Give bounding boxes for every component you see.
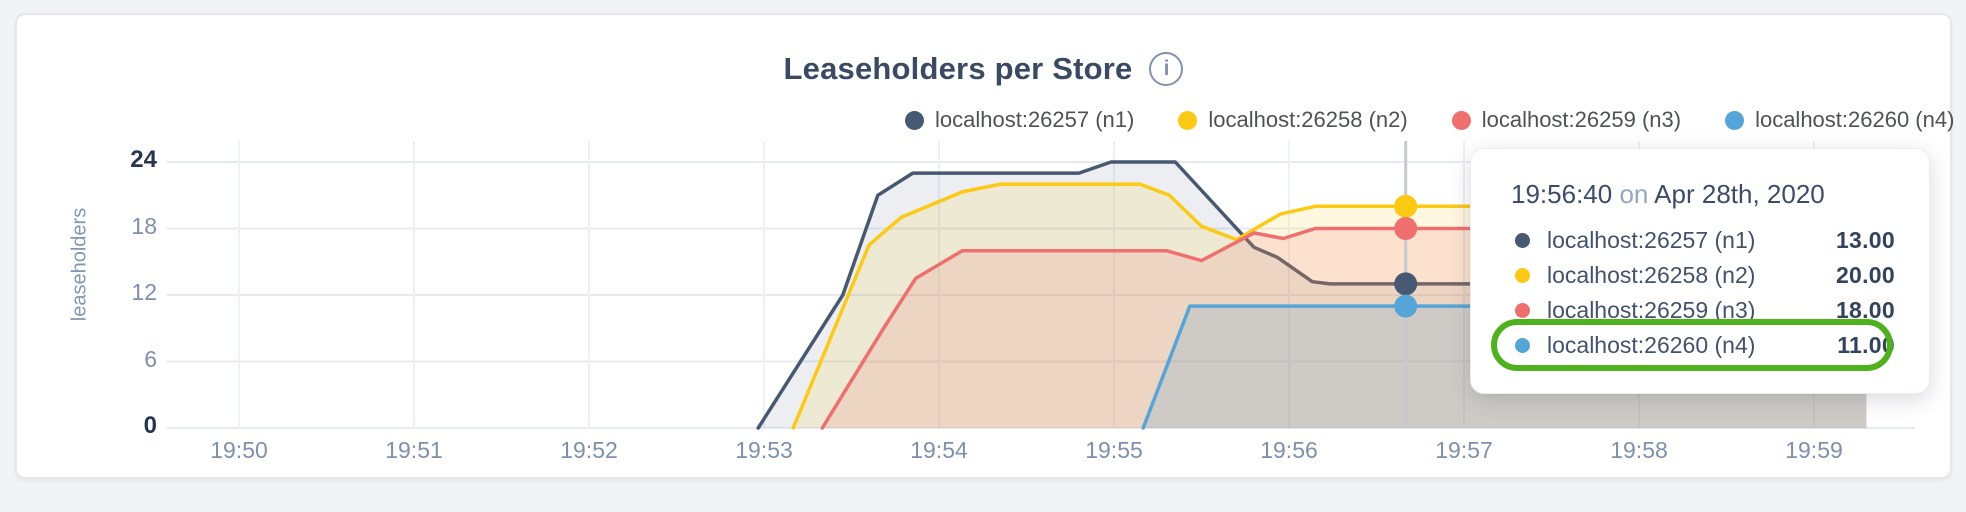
tooltip-row-value: 20.00 [1835, 262, 1895, 288]
tooltip-time: 19:56:40 [1511, 179, 1613, 209]
x-tick-1950: 19:50 [210, 437, 268, 463]
tooltip-on-word: on [1619, 179, 1649, 209]
legend-label-n4: localhost:26260 (n4) [1755, 107, 1955, 132]
y-axis-label: leaseholders [68, 207, 91, 322]
legend-dot-n4-icon [1725, 110, 1745, 130]
tooltip-timestamp: 19:56:40 on Apr 28th, 2020 [1511, 179, 1929, 210]
legend-label-n1: localhost:26257 (n1) [935, 107, 1135, 132]
x-tick-1954: 19:54 [910, 437, 968, 463]
y-tick-24: 24 [130, 146, 157, 173]
series-dot-n3-icon [1515, 303, 1530, 318]
x-tick-1958: 19:58 [1610, 437, 1668, 463]
x-tick-1956: 19:56 [1260, 437, 1318, 463]
x-tick-1953: 19:53 [735, 437, 793, 463]
chart-title: Leaseholders per Store [783, 51, 1133, 86]
legend-item-n3: localhost:26259 (n3) [1451, 107, 1682, 133]
y-tick-18: 18 [131, 213, 157, 239]
y-tick-0: 0 [143, 412, 157, 439]
y-tick-6: 6 [144, 346, 157, 372]
tooltip-row-n4-highlighted: localhost:26260 (n4) 11.00 [1471, 328, 1929, 363]
info-icon[interactable]: i [1149, 52, 1184, 86]
series-dot-n4-icon [1515, 338, 1530, 353]
legend-label-n3: localhost:26259 (n3) [1481, 107, 1682, 132]
legend-dot-n2-icon [1178, 110, 1198, 130]
page: Leaseholders per Store i localhost:26257… [15, 13, 1954, 479]
x-tick-1955: 19:55 [1085, 437, 1143, 463]
legend-label-n2: localhost:26258 (n2) [1208, 107, 1408, 132]
legend-dot-n3-icon [1451, 110, 1471, 130]
series-dot-n1-icon [1515, 233, 1530, 248]
y-tick-12: 12 [131, 279, 157, 305]
tooltip-date: Apr 28th, 2020 [1654, 179, 1825, 209]
tooltip-row-n2: localhost:26258 (n2) 20.00 [1471, 258, 1929, 293]
tooltip-row-value: 13.00 [1835, 227, 1895, 253]
x-tick-1951: 19:51 [385, 437, 443, 463]
tooltip-row-label: localhost:26260 (n4) [1547, 332, 1756, 358]
x-tick-1957: 19:57 [1435, 437, 1493, 463]
x-tick-1952: 19:52 [560, 437, 618, 463]
chart-tooltip: 19:56:40 on Apr 28th, 2020 localhost:262… [1470, 148, 1930, 394]
tooltip-row-n1: localhost:26257 (n1) 13.00 [1471, 223, 1929, 258]
series-dot-n2-icon [1515, 268, 1530, 283]
chart-card: Leaseholders per Store i localhost:26257… [15, 13, 1954, 479]
tooltip-row-value: 18.00 [1835, 297, 1895, 323]
tooltip-row-label: localhost:26259 (n3) [1547, 297, 1756, 323]
legend-dot-n1-icon [905, 110, 924, 130]
tooltip-row-label: localhost:26257 (n1) [1547, 227, 1756, 253]
tooltip-row-label: localhost:26258 (n2) [1547, 262, 1756, 288]
tooltip-row-value: 11.00 [1837, 332, 1895, 358]
tooltip-row-n3: localhost:26259 (n3) 18.00 [1471, 293, 1929, 328]
legend-item-n4: localhost:26260 (n4) [1725, 107, 1954, 133]
chart-legend: localhost:26257 (n1) localhost:26258 (n2… [905, 107, 1954, 133]
chart-header: Leaseholders per Store i [17, 51, 1950, 87]
legend-item-n2: localhost:26258 (n2) [1178, 107, 1408, 133]
legend-item-n1: localhost:26257 (n1) [905, 107, 1134, 133]
x-tick-1959: 19:59 [1785, 437, 1843, 463]
tooltip-rows: localhost:26257 (n1) 13.00 localhost:262… [1471, 223, 1929, 363]
